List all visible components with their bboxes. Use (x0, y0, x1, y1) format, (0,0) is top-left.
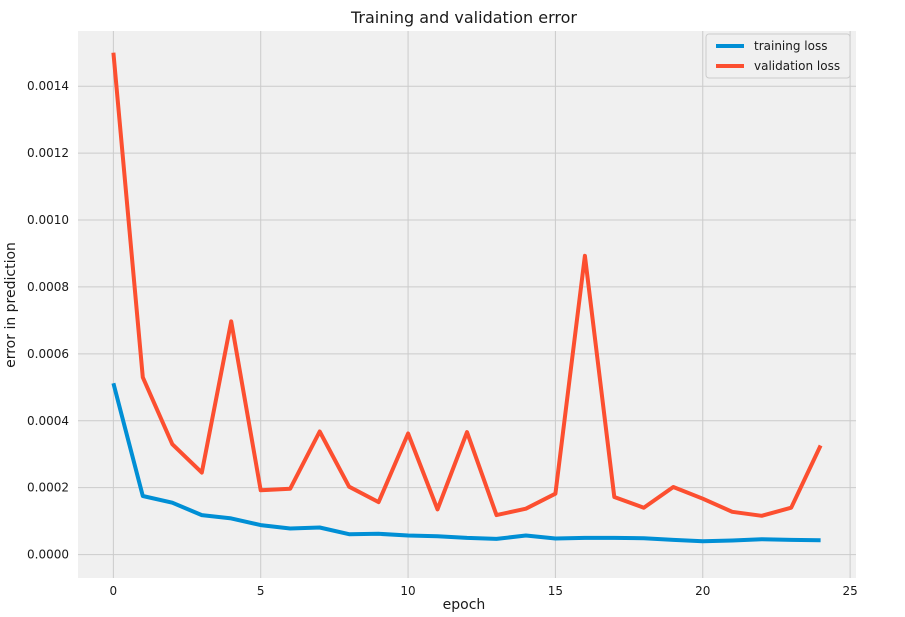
x-tick-label: 0 (110, 584, 118, 598)
y-tick-label: 0.0000 (27, 548, 69, 562)
y-tick-label: 0.0014 (27, 79, 69, 93)
y-axis-ticks: 0.0000 0.0002 0.0004 0.0006 0.0008 0.0010 0.00… (27, 79, 69, 561)
legend-entry: training loss (754, 39, 827, 53)
legend: training loss validation loss (705, 33, 851, 79)
x-tick-label: 5 (257, 584, 265, 598)
chart-title: Training and validation error (350, 8, 577, 27)
grid-lines (78, 31, 856, 578)
series-line-validation-loss (111, 52, 823, 518)
plot-area (78, 31, 856, 578)
y-axis-label: error in prediction (3, 242, 19, 368)
series-layer (111, 52, 823, 544)
y-tick-label: 0.0002 (27, 481, 69, 495)
y-tick-label: 0.0012 (27, 146, 69, 160)
y-tick-label: 0.0010 (27, 213, 69, 227)
y-tick-label: 0.0006 (27, 347, 69, 361)
x-tick-label: 20 (695, 584, 710, 598)
series-line-training-loss (111, 382, 821, 544)
x-tick-label: 10 (400, 584, 415, 598)
x-tick-label: 25 (842, 584, 857, 598)
legend-items: training loss validation loss (716, 39, 840, 73)
x-tick-label: 15 (548, 584, 563, 598)
y-tick-label: 0.0004 (27, 414, 69, 428)
y-tick-label: 0.0008 (27, 280, 69, 294)
x-axis-label: epoch (443, 597, 486, 613)
x-axis-ticks: 0 5 10 15 20 25 (110, 584, 858, 598)
legend-entry: validation loss (754, 59, 840, 73)
